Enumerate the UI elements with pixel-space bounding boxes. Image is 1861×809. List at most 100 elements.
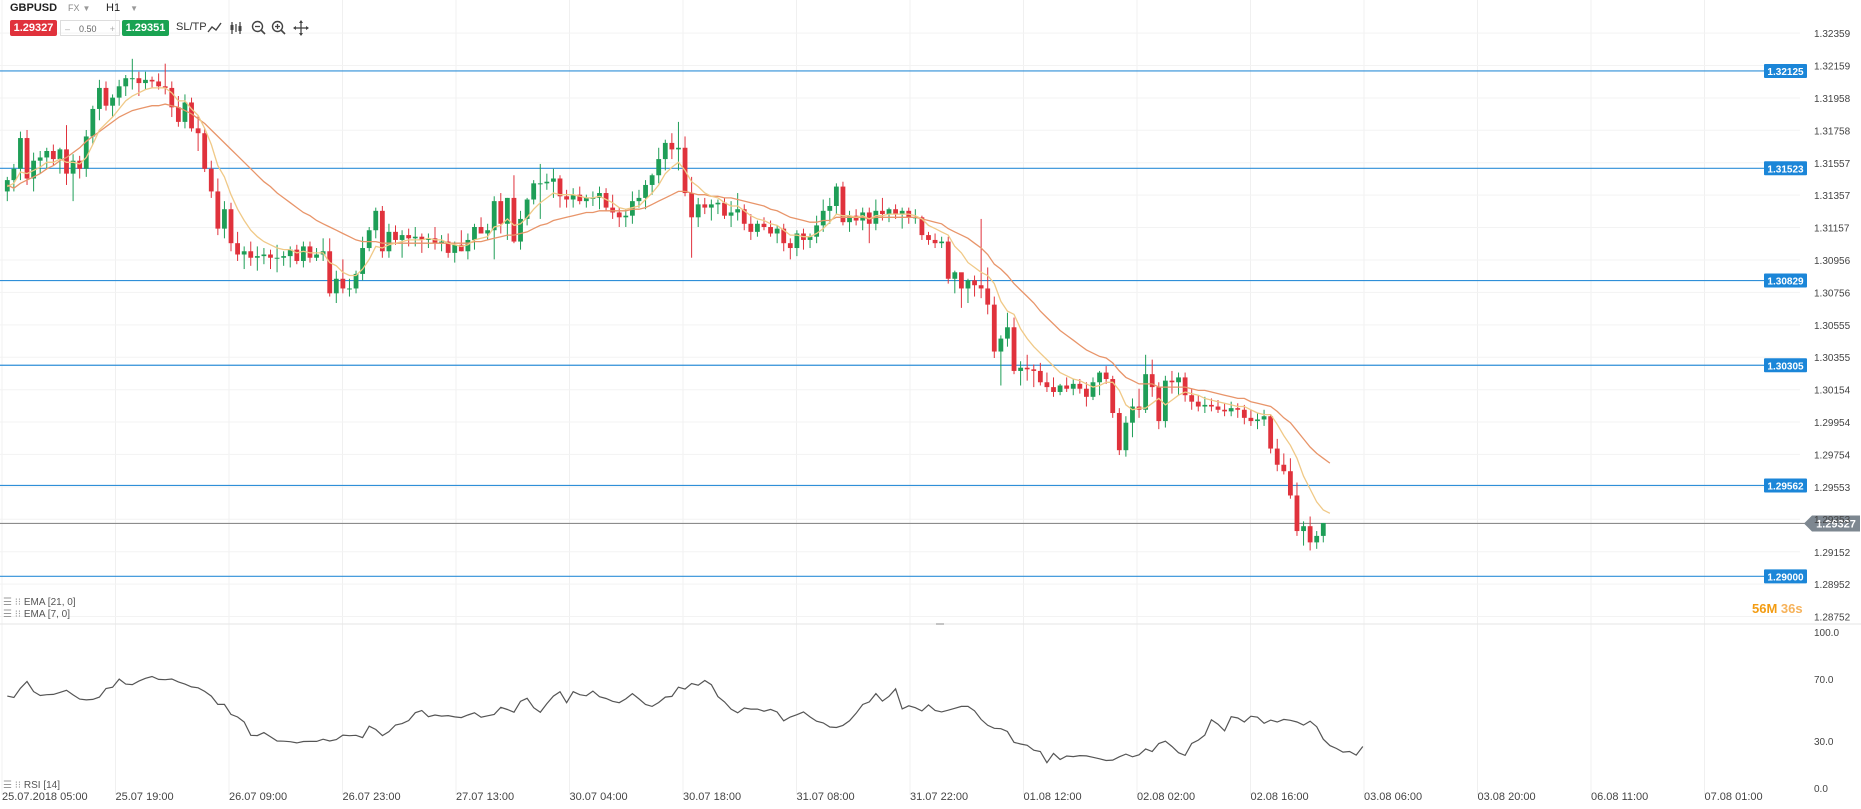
candle-body [228,209,234,244]
sltp-button[interactable]: SL/TP [176,21,207,33]
chart-line-icon[interactable] [206,19,224,37]
rsi-legend[interactable]: ☰ ⁝⁝ RSI [14] [3,780,61,791]
symbol-selector[interactable]: GBPUSD [10,2,58,14]
time-tick-label: 31.07 22:00 [910,791,968,803]
candle-body [294,249,300,261]
candle-body [426,238,431,240]
candle-body [1320,522,1326,536]
candle-body [64,149,69,174]
rsi-tick-label: 0.0 [1814,784,1828,795]
candle-body [518,218,523,242]
ema21-legend[interactable]: ☰ ⁝⁝ EMA [21, 0] [3,597,76,608]
ema7-legend[interactable]: ☰ ⁝⁝ EMA [7, 0] [3,609,71,620]
candle-body [1130,406,1135,423]
candle-body [1051,387,1056,392]
price-tick-label: 1.31357 [1814,191,1851,202]
price-tick-label: 1.31958 [1814,94,1851,105]
candle-body [1084,388,1089,397]
candle-body [110,97,115,106]
candle-body [347,288,352,290]
candle-body [755,223,760,232]
candle-body [656,159,662,176]
sell-button[interactable]: 1.29327 [10,20,57,36]
price-tick-label: 1.29754 [1814,450,1851,461]
time-tick-label: 03.08 06:00 [1364,791,1422,803]
candle-body [840,186,846,223]
price-tick-label: 1.30154 [1814,386,1851,397]
candle-body [360,248,366,274]
candle-body [866,212,872,224]
amount-stepper[interactable]: – 0.50 + [60,20,120,36]
candle-body [1195,401,1201,407]
price-tick-label: 1.30756 [1814,288,1851,299]
level-tag [1764,358,1807,373]
indicators-icon[interactable] [228,19,246,37]
candle-body [597,193,602,198]
buy-button[interactable]: 1.29351 [122,20,169,36]
candle-body [1209,404,1214,407]
candle-body [307,246,313,258]
zoom-out-icon[interactable] [250,19,268,37]
candle-body [1149,374,1155,388]
candle-body [406,235,412,239]
candle-body [11,168,17,181]
candle-body [1077,383,1083,389]
ema-lines [7,87,1331,514]
increase-icon[interactable]: + [109,24,115,34]
rsi-tick-label: 30.0 [1814,737,1834,748]
candle-body [182,102,188,122]
level-tag [1764,478,1807,493]
candle-body [149,79,155,82]
candle-body [583,197,589,202]
horizontal-levels[interactable]: 1.32125 1.31523 1.30829 1.30305 1.29562 1.290… [0,63,1860,584]
candle-body [485,230,491,234]
decrease-icon[interactable]: – [65,24,71,34]
level-tag-label: 1.29562 [1767,481,1804,492]
crosshair-move-icon[interactable] [292,19,310,37]
current-price-tag [1804,515,1860,532]
candle-body [129,78,135,80]
candle-body [570,194,576,200]
candle-body [998,338,1004,352]
price-tick-label: 1.29954 [1814,418,1851,429]
candle-body [1018,367,1024,371]
candle-body [314,254,319,258]
candle-body [531,183,537,200]
candle-body [1070,383,1076,389]
candle-body [708,204,714,208]
time-tick-label: 06.08 11:00 [1591,791,1648,803]
candle-body [1024,367,1030,370]
candle-body [616,212,622,218]
price-axis: 1.32359 1.32159 1.31958 1.31758 1.31557 1.313… [1814,29,1851,623]
candle-body [300,246,306,261]
price-tick-label: 1.29353 [1814,515,1851,526]
candle-body [24,138,30,179]
candle-body [156,81,162,87]
timeframe-selector[interactable]: H1 ▼ [106,2,138,14]
candle-body [649,175,655,185]
candle-body [1248,417,1254,422]
candle-body [1097,372,1102,383]
candle-body [610,207,616,213]
candle-body [70,160,76,174]
candle-body [1215,406,1221,410]
candle-body [1222,409,1227,412]
zoom-in-icon[interactable] [270,19,288,37]
candle-body [498,201,504,224]
chevron-down-icon: ▼ [130,4,138,13]
time-tick-label: 02.08 02:00 [1137,791,1195,803]
candle-body [241,251,247,255]
market-label: FX ▼ [68,3,91,13]
candle-body [254,256,260,258]
candle-body [1307,526,1313,543]
candle-body [1064,385,1070,389]
candle-body [807,236,813,240]
candle-body [978,285,984,289]
candle-body [972,280,977,286]
candle-body [136,78,142,84]
candle-body [1294,495,1300,532]
rsi-tick-label: 70.0 [1814,675,1834,686]
candle-body [564,196,569,200]
price-tick-label: 1.31157 [1814,223,1850,234]
